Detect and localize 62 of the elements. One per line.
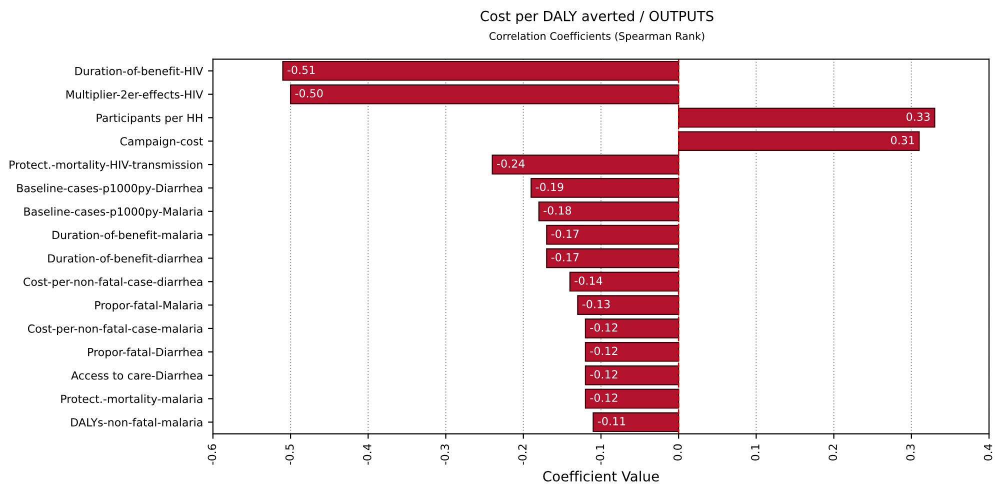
y-tick-label: Duration-of-benefit-HIV [75, 66, 204, 76]
data-label: -0.51 [287, 66, 315, 74]
data-label: -0.17 [551, 253, 579, 262]
data-label: -0.14 [574, 276, 602, 285]
bar [492, 154, 680, 174]
y-tick-label: Propor-fatal-Malaria [95, 300, 202, 312]
x-tick-label: 0.3 [906, 444, 915, 460]
y-tick-label: Protect.-mortality-HIV-transmission [10, 160, 202, 172]
bar [290, 84, 680, 104]
data-label: -0.12 [590, 323, 618, 332]
bar [584, 365, 680, 386]
bar [584, 318, 680, 338]
data-label: -0.24 [497, 159, 525, 168]
bar [538, 201, 680, 222]
bar [678, 131, 920, 152]
y-tick-label: Participants per HH [96, 113, 202, 124]
x-tick-label: -0.2 [518, 444, 527, 465]
bar [546, 224, 680, 245]
x-tick-label: 0.0 [673, 444, 682, 460]
data-label: -0.12 [590, 346, 618, 356]
bar [282, 60, 680, 81]
data-label: -0.19 [536, 182, 564, 192]
y-tick-label: Protect.-mortality-malaria [61, 394, 202, 406]
x-tick-label: -0.1 [596, 444, 604, 465]
x-axis-title: Coefficient Value [543, 470, 659, 482]
y-tick-label: Baseline-cases-p1000py-Diarrhea [17, 184, 202, 194]
y-tick-label: Duration-of-benefit-diarrhea [48, 254, 202, 263]
y-tick-label: Multiplier-2er-effects-HIV [66, 90, 204, 101]
data-label: -0.18 [544, 206, 572, 215]
y-tick-label: Propor-fatal-Diarrhea [88, 348, 202, 358]
x-tick-label: -0.3 [440, 444, 449, 465]
chart-subtitle: Correlation Coefficients (Spearman Rank) [489, 32, 704, 42]
y-tick-label: Campaign-cost [120, 136, 203, 148]
data-label: -0.50 [295, 89, 323, 98]
bar [530, 178, 680, 198]
bar [678, 108, 936, 128]
y-tick-label: Duration-of-benefit-malaria [52, 230, 202, 240]
bar [577, 295, 680, 315]
x-tick-label: -0.5 [285, 444, 294, 465]
y-tick-label: DALYs-non-fatal-malaria [71, 418, 202, 427]
bar [592, 412, 680, 432]
bar [546, 248, 680, 268]
x-tick-label: -0.4 [362, 444, 372, 465]
data-label: -0.11 [598, 416, 626, 426]
chart-title: Cost per DALY averted / OUTPUTS [480, 10, 714, 24]
x-tick-label: 0.2 [828, 444, 838, 460]
bar [584, 342, 680, 362]
x-tick-label: 0.4 [984, 444, 992, 460]
data-label: -0.12 [590, 370, 618, 379]
y-tick-label: Baseline-cases-p1000py-Malaria [24, 207, 202, 218]
data-label: -0.13 [582, 300, 610, 308]
x-tick-label: 0.1 [751, 444, 760, 460]
bar [569, 272, 680, 292]
y-tick-label: Access to care-Diarrhea [71, 371, 202, 380]
data-label: 0.33 [906, 112, 930, 121]
y-tick-label: Cost-per-non-fatal-case-malaria [28, 324, 202, 335]
data-label: 0.31 [891, 136, 914, 144]
y-tick-label: Cost-per-non-fatal-case-diarrhea [24, 277, 202, 288]
data-label: -0.12 [590, 394, 618, 402]
data-label: -0.17 [551, 230, 579, 238]
bar [584, 388, 680, 409]
x-tick-label: -0.6 [208, 444, 216, 465]
